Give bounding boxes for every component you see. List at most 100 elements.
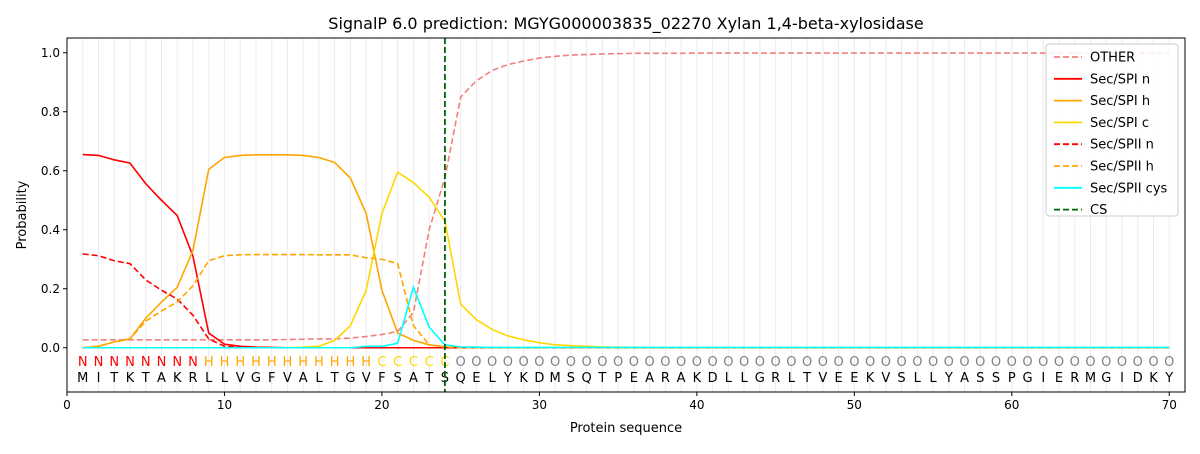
residue-label: L xyxy=(788,371,796,386)
residue-label: V xyxy=(818,371,827,386)
residue-label: S xyxy=(567,371,575,386)
region-label: H xyxy=(330,355,340,370)
residue-label: T xyxy=(424,371,433,386)
region-label: O xyxy=(503,355,513,370)
chart-title: SignalP 6.0 prediction: MGYG000003835_02… xyxy=(328,14,923,34)
residue-label: A xyxy=(645,371,654,386)
residue-label: S xyxy=(992,371,1000,386)
series-line-sec-spi-h xyxy=(82,154,1170,349)
region-label: O xyxy=(770,355,780,370)
residue-label: M xyxy=(550,371,561,386)
region-label: H xyxy=(204,355,214,370)
region-label: O xyxy=(975,355,985,370)
region-label: N xyxy=(157,355,167,370)
region-label: O xyxy=(582,355,592,370)
region-label: O xyxy=(849,355,859,370)
region-label: H xyxy=(267,355,277,370)
region-label: O xyxy=(629,355,639,370)
residue-label: G xyxy=(345,371,355,386)
region-label: H xyxy=(283,355,293,370)
residue-label: A xyxy=(677,371,686,386)
residue-label: E xyxy=(630,371,638,386)
x-tick-label: 10 xyxy=(217,398,232,412)
residue-label: L xyxy=(929,371,937,386)
residue-label: S xyxy=(441,371,449,386)
residue-label: E xyxy=(1055,371,1063,386)
region-label: N xyxy=(172,355,182,370)
region-label: O xyxy=(519,355,529,370)
region-label: N xyxy=(125,355,135,370)
residue-label: M xyxy=(77,371,88,386)
residue-label: E xyxy=(834,371,842,386)
residue-label: T xyxy=(330,371,339,386)
region-label: O xyxy=(471,355,481,370)
residue-label: S xyxy=(394,371,402,386)
residue-label: R xyxy=(1070,371,1079,386)
region-label: O xyxy=(944,355,954,370)
region-label: N xyxy=(188,355,198,370)
region-label: C xyxy=(393,355,402,370)
region-label: O xyxy=(534,355,544,370)
region-label: N xyxy=(141,355,151,370)
residue-label: K xyxy=(1149,371,1158,386)
legend-box xyxy=(1045,43,1179,217)
y-tick-label: 1.0 xyxy=(41,46,60,60)
residue-label: L xyxy=(221,371,229,386)
y-axis-label: Probability xyxy=(15,180,30,249)
residue-label: L xyxy=(489,371,497,386)
residue-label: L xyxy=(914,371,922,386)
region-label: O xyxy=(1133,355,1143,370)
legend-entry: Sec/SPI c xyxy=(1090,116,1149,131)
residue-label: Y xyxy=(1164,371,1173,386)
residue-label: T xyxy=(597,371,606,386)
legend-entry: Sec/SPI h xyxy=(1090,94,1150,109)
region-label: O xyxy=(818,355,828,370)
region-label: O xyxy=(550,355,560,370)
residue-label: P xyxy=(614,371,622,386)
region-label: N xyxy=(94,355,104,370)
region-label: O xyxy=(1101,355,1111,370)
residue-label: S xyxy=(976,371,984,386)
region-label: O xyxy=(1022,355,1032,370)
legend: OTHER Sec/SPI n Sec/SPI h Sec/SPI c Sec/SPII… xyxy=(1045,43,1179,218)
residue-label: V xyxy=(362,371,371,386)
residue-label: D xyxy=(534,371,544,386)
series-line-other xyxy=(82,52,1170,341)
residue-label: G xyxy=(1022,371,1032,386)
axes-frame xyxy=(66,37,1186,393)
y-tick-label: 0.2 xyxy=(41,282,60,296)
region-label: O xyxy=(676,355,686,370)
region-label: O xyxy=(487,355,497,370)
region-label: O xyxy=(865,355,875,370)
residue-label: Y xyxy=(944,371,953,386)
region-label: H xyxy=(298,355,308,370)
legend-entry: CS xyxy=(1090,203,1107,218)
residue-label: Q xyxy=(456,371,466,386)
region-label: O xyxy=(912,355,922,370)
series-line-sec-spii-h xyxy=(82,253,1170,349)
residue-label: T xyxy=(109,371,118,386)
region-label: H xyxy=(314,355,324,370)
region-label: C xyxy=(377,355,386,370)
residue-label: P xyxy=(1008,371,1016,386)
region-label: O xyxy=(1148,355,1158,370)
residue-label: F xyxy=(378,371,385,386)
region-label: H xyxy=(235,355,245,370)
x-axis-label: Protein sequence xyxy=(570,421,682,436)
region-label: O xyxy=(1054,355,1064,370)
region-label: H xyxy=(251,355,261,370)
region-label: O xyxy=(755,355,765,370)
residue-label: I xyxy=(97,371,101,386)
residue-label: A xyxy=(409,371,418,386)
residue-label: T xyxy=(141,371,150,386)
region-label: O xyxy=(833,355,843,370)
region-label: O xyxy=(566,355,576,370)
region-label: O xyxy=(928,355,938,370)
region-label: O xyxy=(1007,355,1017,370)
region-label: N xyxy=(78,355,88,370)
region-label: O xyxy=(597,355,607,370)
x-tick-label: 50 xyxy=(847,398,862,412)
x-tick-label: 0 xyxy=(63,398,71,412)
x-tick-label: 30 xyxy=(532,398,547,412)
